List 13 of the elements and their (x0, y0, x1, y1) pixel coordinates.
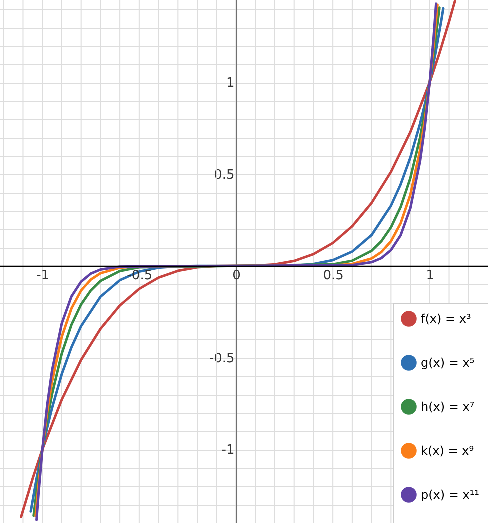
legend-label: h(x) = x⁷ (421, 400, 475, 414)
y-tick-label: -1 (222, 443, 235, 458)
x-tick-label: 1 (426, 268, 435, 284)
x-tick-label: 0.5 (323, 268, 344, 284)
x-tick-label: -0.5 (127, 268, 153, 284)
y-tick-label: 1 (226, 76, 235, 92)
legend-label: k(x) = x⁹ (421, 444, 474, 458)
y-tick-label: -0.5 (209, 351, 235, 366)
legend-label: p(x) = x¹¹ (421, 488, 480, 502)
legend-label: g(x) = x⁵ (421, 356, 475, 370)
y-tick-label: 0.5 (214, 168, 235, 183)
x-tick-label: -1 (36, 268, 50, 284)
legend-label: f(x) = x³ (421, 312, 472, 326)
